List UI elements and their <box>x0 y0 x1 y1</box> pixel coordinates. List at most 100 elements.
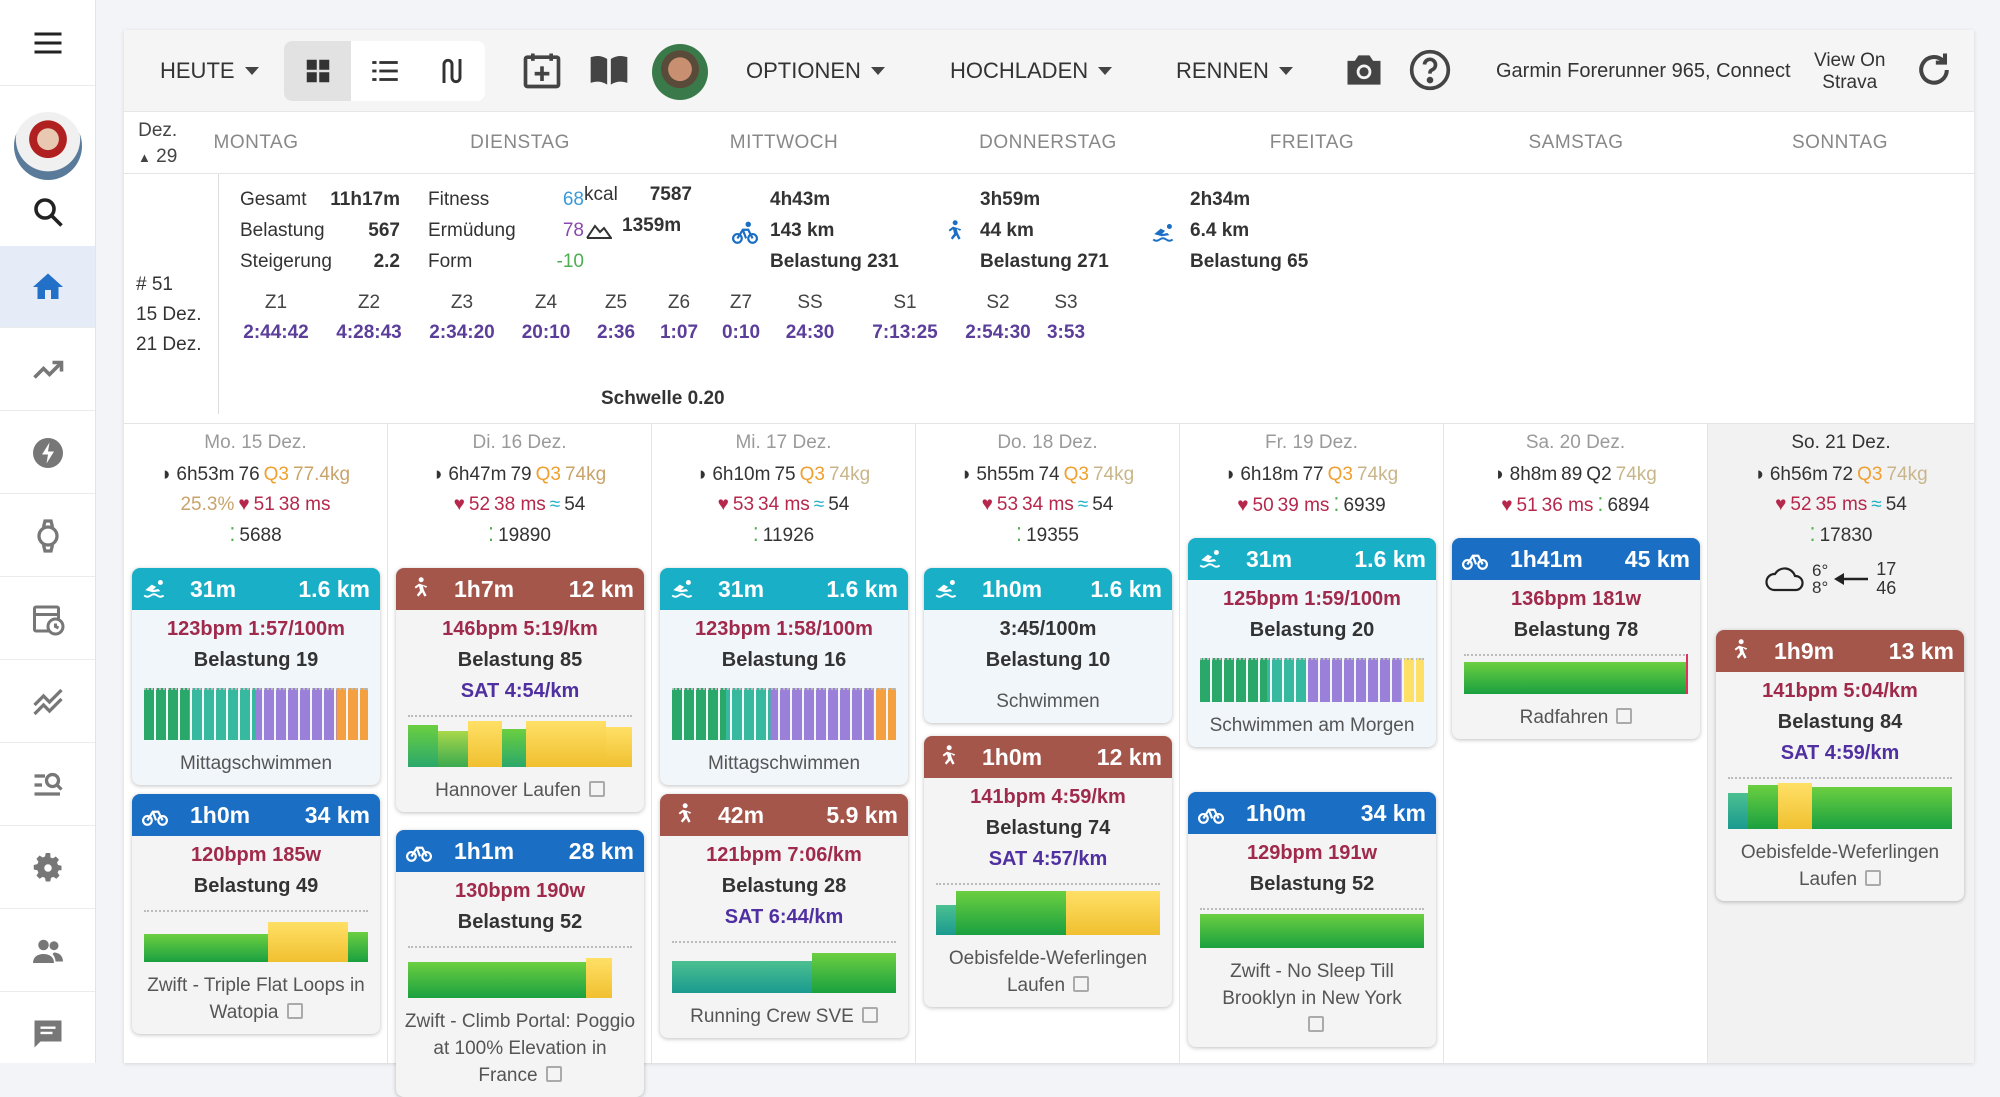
user-avatar[interactable] <box>0 108 95 184</box>
day-date: So. 21 Dez. <box>1791 432 1891 453</box>
activity-card[interactable]: 1h1m 28 km 130bpm 190w Belastung 52 Zwift … <box>396 830 644 1097</box>
zone-value: 20:10 <box>521 322 571 343</box>
day-column-thursday: Do. 18 Dez. ◗ 5h55m 74 Q3 74kg ♥ 53 34 ms ≈54… <box>916 424 1180 1063</box>
zone-label: Z1 <box>264 292 288 313</box>
sport-bike-summary: 4h43m 143 km Belastung 231 <box>770 189 899 272</box>
month-scroller[interactable]: Dez. ▲ 29 <box>138 120 178 167</box>
zone-value: 2:44:42 <box>243 322 309 343</box>
sleep-value: 6h53m <box>176 464 235 485</box>
activity-card[interactable]: 1h0m 1.6 km 3:45/100m Belastung 10 Schwimm… <box>924 568 1172 723</box>
activity-card[interactable]: 31m 1.6 km 123bpm 1:58/100m Belastung 16 M… <box>660 568 908 785</box>
day-column-tuesday: Di. 16 Dez. ◗ 6h47m 79 Q3 74kg ♥ 52 38 ms ≈54… <box>388 424 652 1097</box>
compare-trend-icon[interactable] <box>0 661 95 743</box>
zone-label: S3 <box>1054 292 1078 313</box>
zone-value: 0:10 <box>721 322 761 343</box>
activity-card[interactable]: 42m 5.9 km 121bpm 7:06/km Belastung 28 SAT … <box>660 794 908 1038</box>
week-stats-values: 11h17m 567 2.2 <box>330 189 400 272</box>
activity-card[interactable]: 31m 1.6 km 123bpm 1:57/100m Belastung 19 M… <box>132 568 380 785</box>
upload-dropdown[interactable]: HOCHLADEN <box>950 30 1113 112</box>
activity-card[interactable]: 1h41m 45 km 136bpm 181w Belastung 78 Radfa… <box>1452 538 1700 739</box>
fitness-labels: Fitness Ermüdung Form <box>428 189 516 272</box>
date-label: 29 <box>156 146 178 167</box>
search-icon[interactable] <box>0 178 95 246</box>
run-icon <box>414 577 428 597</box>
options-label: OPTIONEN <box>746 58 861 83</box>
wind-speed: 17 <box>1876 559 1897 579</box>
people-icon[interactable] <box>0 910 95 992</box>
book-icon[interactable] <box>587 48 631 92</box>
sidebar <box>0 0 96 1063</box>
day-column-saturday: Sa. 20 Dez. ◗ 8h8m 89 Q2 74kg ♥ 51 36 ms ⁚ 689… <box>1444 424 1708 1063</box>
fitness-values: 68 78 -10 <box>556 189 584 272</box>
options-dropdown[interactable]: OPTIONEN <box>746 30 885 112</box>
zone-label: S1 <box>893 292 917 313</box>
trend-icon[interactable] <box>0 329 95 411</box>
activity-card[interactable]: 1h7m 12 km 146bpm 5:19/km Belastung 85 SAT … <box>396 568 644 812</box>
search-list-icon[interactable] <box>0 744 95 826</box>
week-summary: # 51 15 Dez. 21 Dez. Gesamt Belastung Steige… <box>124 174 1974 452</box>
camera-icon[interactable] <box>1342 48 1386 92</box>
zone-value: 24:30 <box>785 322 835 343</box>
add-event-icon[interactable] <box>520 48 564 92</box>
sleep-quality: Q3 <box>263 464 290 485</box>
view-on-strava-link[interactable]: View On Strava <box>1814 50 1885 94</box>
zone-value: 3:53 <box>1046 322 1086 343</box>
route-view-icon[interactable] <box>418 41 485 101</box>
wind-arrow-icon <box>1834 573 1869 585</box>
wind-gust: 46 <box>1876 578 1897 598</box>
zone-value: 2:34:20 <box>429 322 495 343</box>
temp-low: 8° <box>1812 578 1829 597</box>
upload-label: HOCHLADEN <box>950 58 1089 83</box>
refresh-icon[interactable] <box>1912 48 1956 92</box>
day-date: Sa. 20 Dez. <box>1525 432 1626 453</box>
zone-label: Z3 <box>450 292 474 313</box>
help-icon[interactable] <box>1408 48 1452 92</box>
map-icon <box>286 1003 303 1019</box>
day-tuesday: DIENSTAG <box>470 132 570 153</box>
grid-view-icon[interactable] <box>284 41 351 101</box>
month-label: Dez. <box>138 120 178 141</box>
day-wednesday: MITTWOCH <box>729 132 839 153</box>
calendar-clock-icon[interactable] <box>0 578 95 660</box>
zone-value: 7:13:25 <box>872 322 938 343</box>
zone-label: Z6 <box>667 292 691 313</box>
day-friday: FREITAG <box>1269 132 1355 153</box>
zone-chart <box>144 688 368 740</box>
heart-icon: ♥ <box>238 494 250 515</box>
day-saturday: SAMSTAG <box>1528 132 1624 153</box>
today-dropdown[interactable]: HEUTE <box>160 30 259 112</box>
week-label: # 51 15 Dez. 21 Dez. <box>136 274 202 355</box>
power-icon[interactable] <box>0 412 95 494</box>
list-view-icon[interactable] <box>351 41 418 101</box>
day-column-friday: Fr. 19 Dez. ◗ 6h18m 77 Q3 74kg ♥ 50 39 ms ⁚ 69… <box>1180 424 1444 1063</box>
activity-card[interactable]: 1h0m 34 km 120bpm 185w Belastung 49 Zwift … <box>132 794 380 1034</box>
steps-value: 5688 <box>239 524 282 546</box>
zone-label: Z2 <box>357 292 381 313</box>
kcal-label: kcal <box>584 184 618 205</box>
activity-card[interactable]: 31m 1.6 km 125bpm 1:59/100m Belastung 20 S… <box>1188 538 1436 747</box>
coach-avatar[interactable] <box>652 44 708 100</box>
day-sunday: SONNTAG <box>1791 132 1889 153</box>
activity-card[interactable]: 1h0m 34 km 129bpm 191w Belastung 52 Zwift … <box>1188 792 1436 1047</box>
menu-icon[interactable] <box>0 0 95 86</box>
kcal-value: 7587 <box>649 184 692 205</box>
settings-icon[interactable] <box>0 827 95 909</box>
swim-icon <box>143 580 165 598</box>
activity-card[interactable]: 1h0m 12 km 141bpm 4:59/km Belastung 74 SAT … <box>924 736 1172 1007</box>
device-connection[interactable]: Garmin Forerunner 965, Connect <box>1496 59 1791 82</box>
zone-label: SS <box>797 292 823 313</box>
elevation-icon <box>586 224 612 239</box>
races-dropdown[interactable]: RENNEN <box>1176 30 1293 112</box>
day-thursday: DONNERSTAG <box>979 132 1117 153</box>
activity-card[interactable]: 1h9m 13 km 141bpm 5:04/km Belastung 84 SAT … <box>1716 630 1964 901</box>
strava-line-1: View On <box>1814 50 1886 71</box>
races-label: RENNEN <box>1176 58 1269 83</box>
run-icon <box>948 220 962 240</box>
rest-hr: 51 <box>253 494 275 515</box>
zone-label: Z7 <box>729 292 753 313</box>
chat-icon[interactable] <box>0 993 95 1075</box>
home-icon[interactable] <box>0 246 95 328</box>
watch-icon[interactable] <box>0 495 95 577</box>
steps-icon: ⁚ <box>229 525 236 546</box>
cloud-icon <box>1765 567 1804 592</box>
